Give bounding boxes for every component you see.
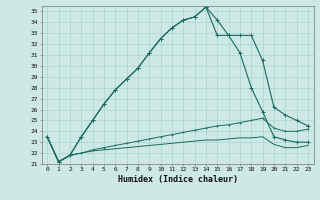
X-axis label: Humidex (Indice chaleur): Humidex (Indice chaleur) [118,175,237,184]
